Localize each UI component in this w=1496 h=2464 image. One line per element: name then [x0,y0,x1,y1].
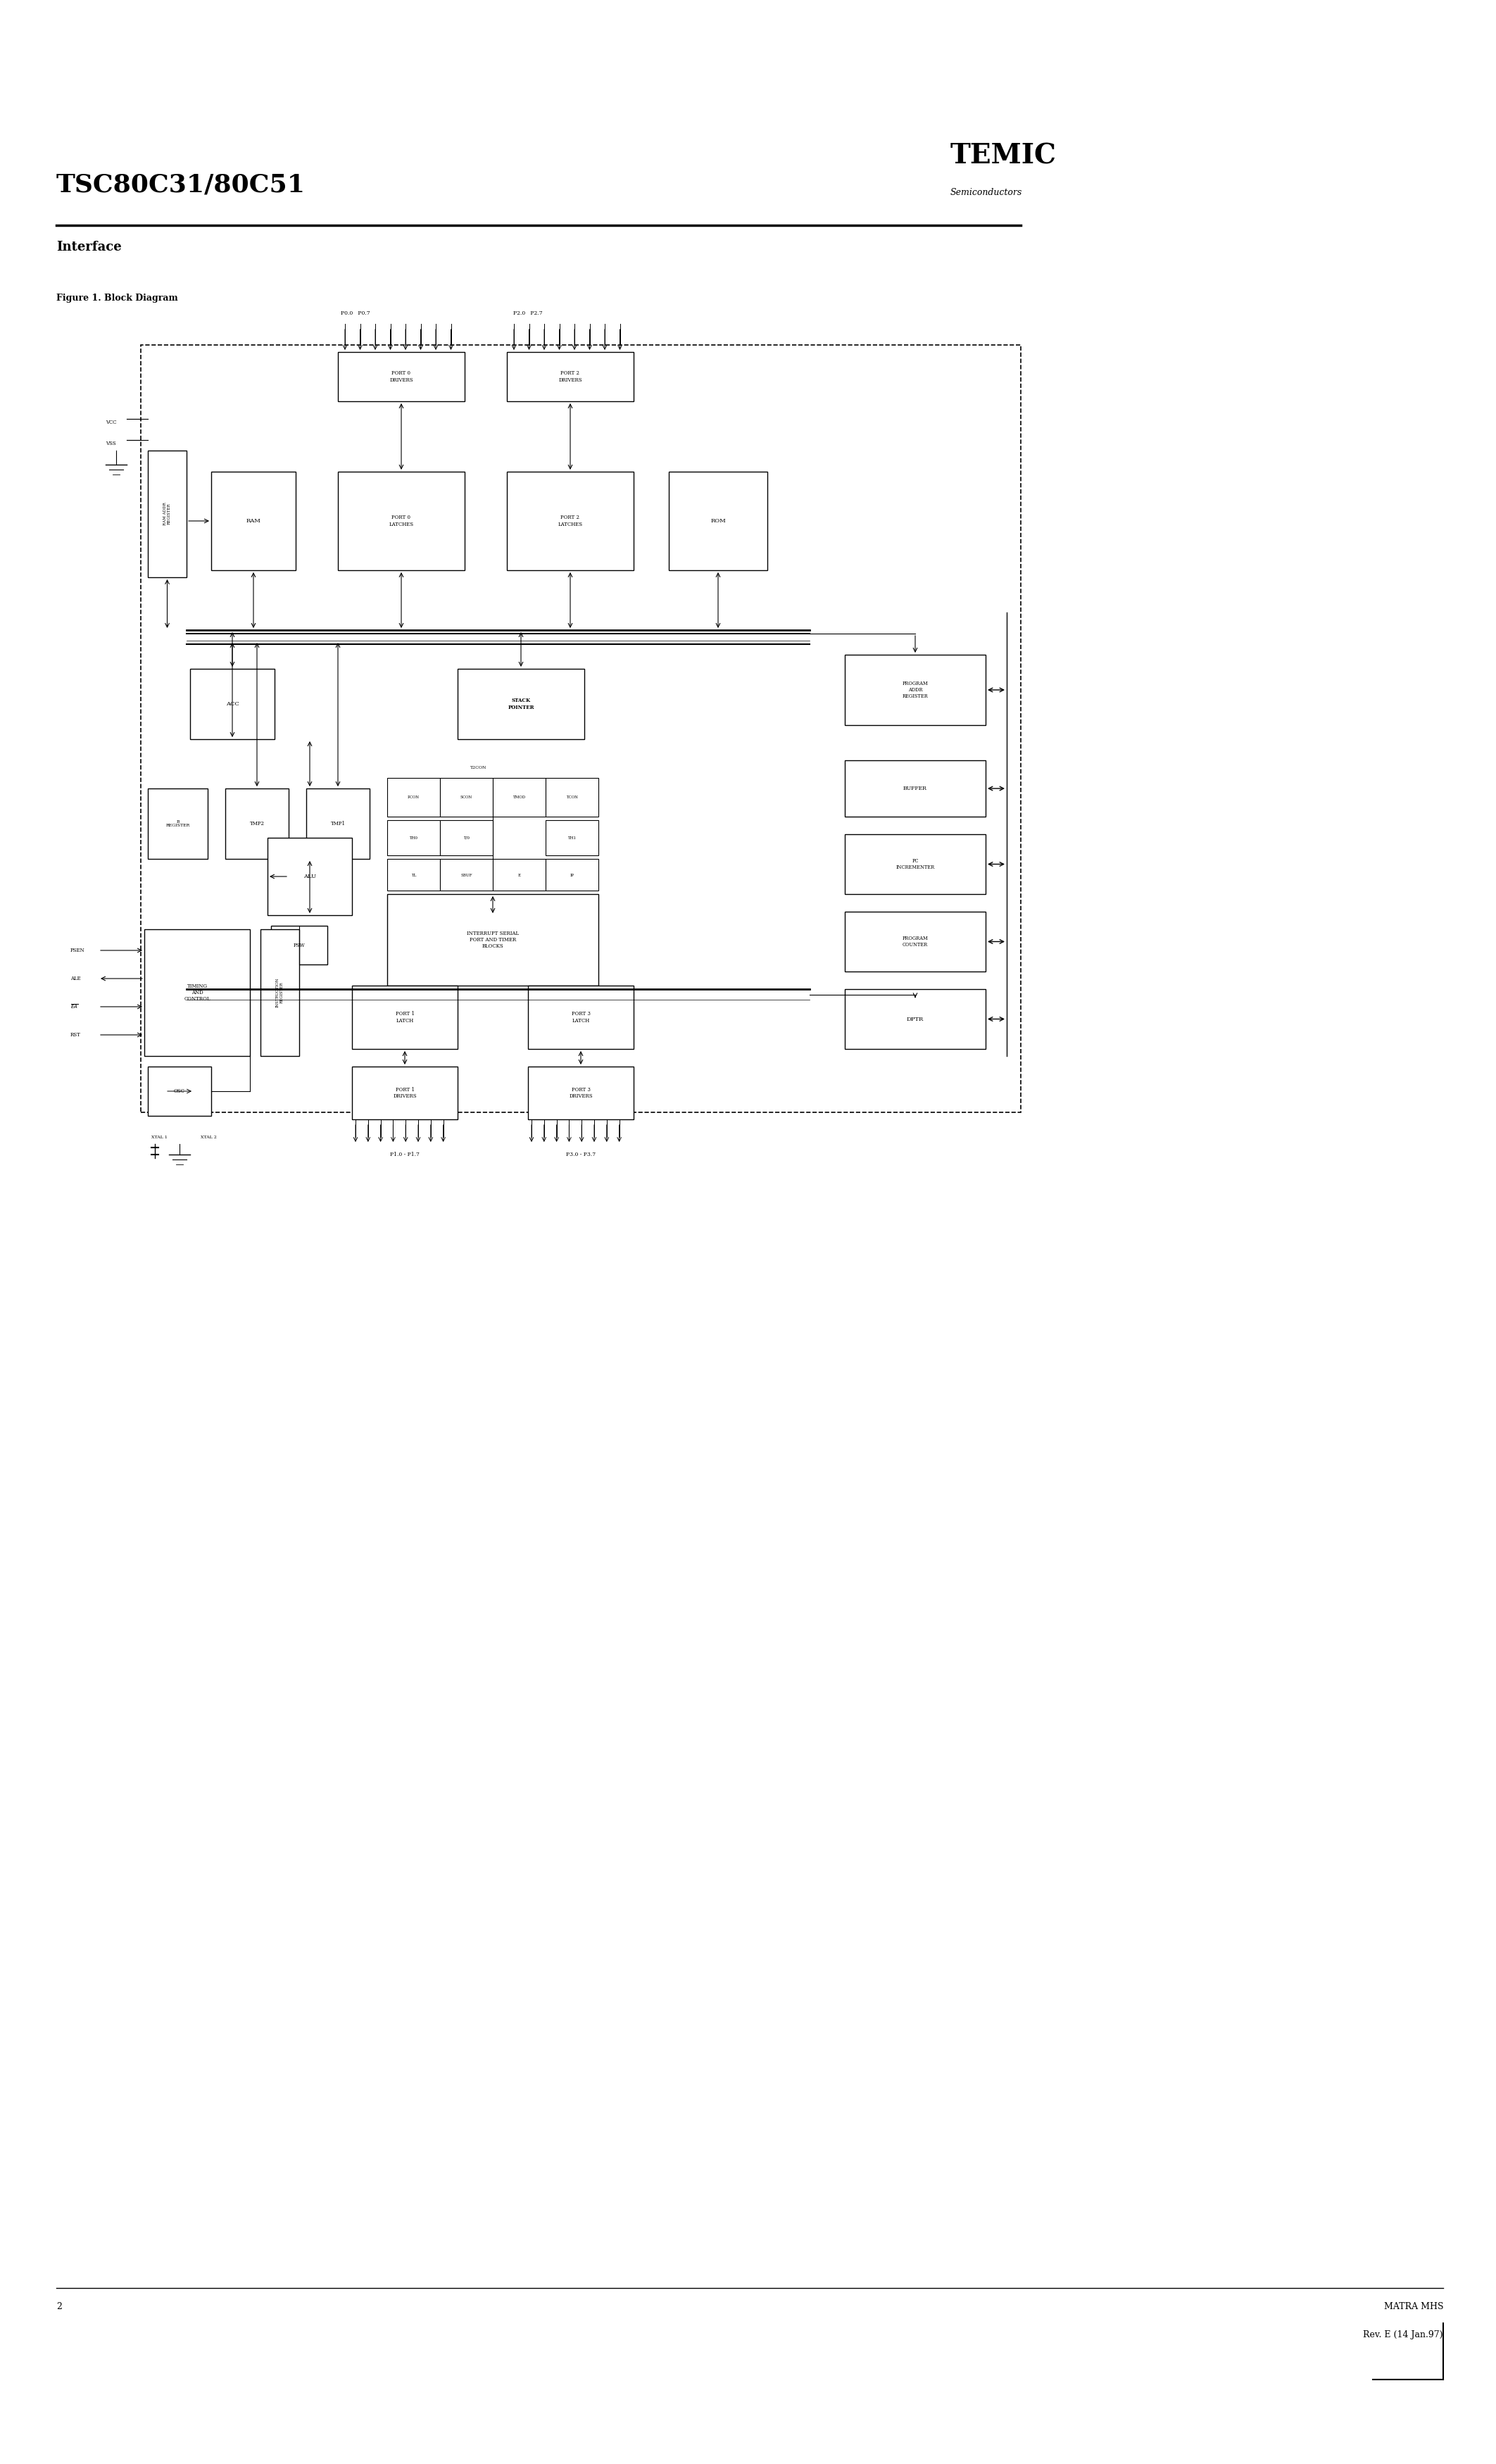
Text: P3.0 - P3.7: P3.0 - P3.7 [565,1151,595,1158]
Text: ACC: ACC [226,702,239,707]
Text: PORT 2
LATCHES: PORT 2 LATCHES [558,515,582,527]
Text: RST: RST [70,1032,81,1037]
Text: PCON: PCON [407,796,419,798]
Text: VSS: VSS [106,441,115,446]
Text: T/0: T/0 [464,835,470,840]
Text: E: E [518,872,521,877]
Bar [845,655,986,724]
Bar [546,860,598,890]
Text: PSW: PSW [293,941,305,949]
Text: PORT 1
DRIVERS: PORT 1 DRIVERS [393,1087,416,1099]
Text: PROGRAM
COUNTER: PROGRAM COUNTER [902,936,928,949]
Text: PORT 0
LATCHES: PORT 0 LATCHES [389,515,413,527]
Text: PC
INCREMENTER: PC INCREMENTER [896,857,935,870]
Text: ALE: ALE [70,976,81,981]
Text: TL: TL [411,872,416,877]
Bar [148,1067,211,1116]
Bar [440,860,492,890]
Text: PORT 1
LATCH: PORT 1 LATCH [395,1010,414,1023]
Text: STACK
POINTER: STACK POINTER [507,697,534,710]
Bar [845,988,986,1050]
Bar [211,471,296,569]
Text: TIMING
AND
CONTROL: TIMING AND CONTROL [184,983,211,1003]
Bar [226,788,289,860]
Text: PORT 0
DRIVERS: PORT 0 DRIVERS [389,370,413,382]
Bar [338,352,465,402]
Bar [148,788,208,860]
Text: P2.0   P2.7: P2.0 P2.7 [513,310,543,315]
Text: Interface: Interface [57,241,121,254]
Text: B
REGISTER: B REGISTER [166,821,190,828]
Text: Semiconductors: Semiconductors [950,187,1022,197]
Text: INSTRUCTION
REGISTER: INSTRUCTION REGISTER [277,978,284,1008]
Text: ROM: ROM [711,517,726,525]
Text: XTAL 1: XTAL 1 [151,1136,168,1138]
Text: TMOD: TMOD [513,796,525,798]
Text: TH0: TH0 [410,835,417,840]
Text: PORT 2
DRIVERS: PORT 2 DRIVERS [558,370,582,382]
Bar [507,471,634,569]
Bar [546,821,598,855]
Bar [440,779,492,816]
Bar [458,668,585,739]
Bar [492,860,546,890]
Bar [669,471,767,569]
Bar [546,779,598,816]
Bar [352,986,458,1050]
Text: Figure 1. Block Diagram: Figure 1. Block Diagram [57,293,178,303]
Bar [492,779,546,816]
Text: TMP1: TMP1 [331,821,346,825]
Text: TCON: TCON [565,796,577,798]
Text: VCC: VCC [106,419,117,426]
Text: ALU: ALU [304,875,316,880]
Bar [148,451,187,577]
Text: INTERRUPT SERIAL
PORT AND TIMER
BLOCKS: INTERRUPT SERIAL PORT AND TIMER BLOCKS [467,931,519,949]
Text: T2CON: T2CON [470,766,488,769]
Bar [260,929,299,1057]
Text: $\overline{EA}$: $\overline{EA}$ [70,1003,78,1010]
Bar [528,986,634,1050]
Bar [440,821,492,855]
Text: TEMIC: TEMIC [950,143,1056,170]
Bar [307,788,370,860]
Bar [387,894,598,986]
Text: IP: IP [570,872,574,877]
Bar [845,912,986,971]
Text: PSEN: PSEN [70,949,85,954]
Bar [387,821,440,855]
Bar [387,779,440,816]
Text: MATRA MHS: MATRA MHS [1384,2301,1444,2311]
Text: SCON: SCON [461,796,473,798]
Bar [528,1067,634,1119]
Bar [144,929,250,1057]
Text: Rev. E (14 Jan.97): Rev. E (14 Jan.97) [1363,2331,1444,2338]
Bar [141,345,1020,1111]
Text: RAM ADDR
REGISTER: RAM ADDR REGISTER [163,503,171,525]
Text: TH1: TH1 [568,835,576,840]
Bar [268,838,352,914]
Text: TSC80C31/80C51: TSC80C31/80C51 [57,172,305,197]
Text: BUFFER: BUFFER [904,786,928,791]
Text: OSC: OSC [174,1089,186,1094]
Bar [845,761,986,816]
Bar [387,860,440,890]
Text: DPTR: DPTR [907,1015,923,1023]
Text: RAM: RAM [245,517,260,525]
Text: PORT 3
DRIVERS: PORT 3 DRIVERS [568,1087,592,1099]
Text: PROGRAM
ADDR
REGISTER: PROGRAM ADDR REGISTER [902,680,928,700]
Text: 2: 2 [57,2301,61,2311]
Bar [190,668,275,739]
Text: PORT 3
LATCH: PORT 3 LATCH [571,1010,591,1023]
Bar [352,1067,458,1119]
Bar [338,471,465,569]
Bar [507,352,634,402]
Bar [271,926,328,963]
Text: P0.0   P0.7: P0.0 P0.7 [341,310,370,315]
Text: P1.0 - P1.7: P1.0 - P1.7 [390,1151,419,1158]
Text: TMP2: TMP2 [250,821,265,825]
Text: SBUF: SBUF [461,872,473,877]
Text: XTAL 2: XTAL 2 [200,1136,217,1138]
Bar [845,835,986,894]
